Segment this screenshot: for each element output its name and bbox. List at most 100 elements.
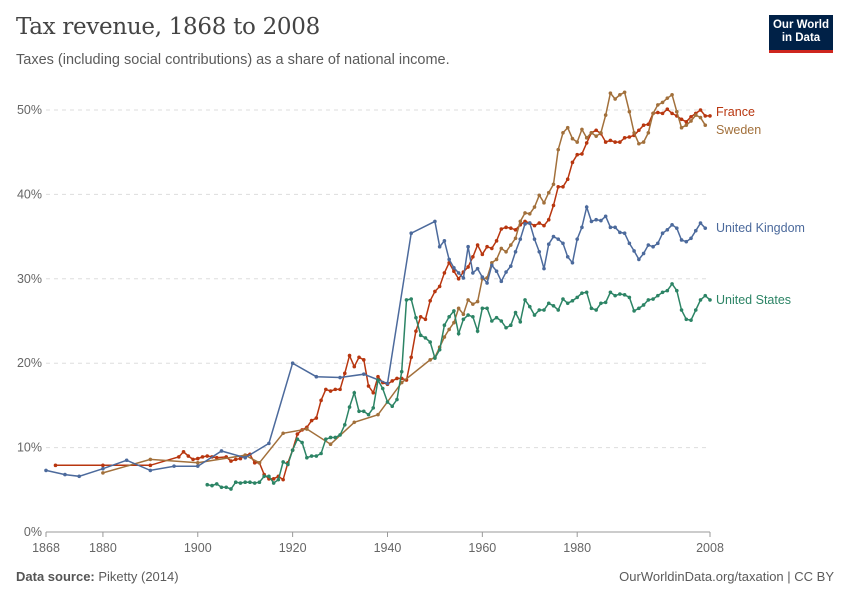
- data-point: [53, 463, 58, 468]
- data-point: [594, 308, 598, 312]
- data-point: [224, 455, 229, 459]
- data-point: [641, 251, 646, 256]
- data-point: [575, 140, 579, 144]
- data-point: [651, 111, 655, 116]
- data-point: [518, 237, 523, 241]
- data-point: [613, 225, 617, 230]
- data-point: [599, 218, 603, 223]
- data-point: [660, 100, 665, 105]
- data-point: [565, 177, 570, 182]
- data-point: [518, 320, 523, 324]
- data-point: [627, 135, 632, 139]
- data-point: [689, 236, 693, 241]
- data-point: [229, 459, 233, 463]
- data-point: [513, 228, 518, 232]
- data-point: [385, 400, 390, 404]
- data-point: [480, 275, 485, 279]
- data-point: [361, 358, 366, 362]
- owid-logo[interactable]: Our World in Data: [769, 15, 833, 53]
- data-point: [646, 122, 651, 127]
- data-point: [632, 133, 636, 138]
- footer-link[interactable]: OurWorldinData.org/taxation | CC BY: [619, 569, 834, 584]
- data-point: [523, 211, 527, 215]
- data-point: [281, 477, 285, 482]
- data-point: [428, 358, 432, 362]
- data-point: [523, 298, 527, 302]
- data-point: [675, 288, 679, 293]
- data-point: [328, 442, 333, 447]
- data-point: [565, 301, 570, 306]
- data-point: [267, 474, 271, 479]
- data-point: [490, 260, 494, 265]
- logo-line-1: Our World: [772, 19, 829, 31]
- data-point: [546, 217, 551, 222]
- data-point: [490, 263, 494, 268]
- y-tick-label: 40%: [17, 187, 42, 201]
- data-point: [461, 276, 466, 280]
- data-point: [561, 185, 565, 189]
- data-point: [466, 265, 470, 269]
- data-point: [461, 312, 466, 317]
- data-point: [513, 310, 518, 315]
- data-point: [513, 236, 518, 241]
- data-point: [599, 130, 603, 135]
- data-point: [475, 329, 480, 333]
- data-point: [437, 347, 442, 352]
- data-point: [670, 282, 674, 286]
- data-point: [698, 221, 703, 225]
- data-point: [494, 257, 499, 262]
- data-point: [233, 457, 238, 462]
- data-point: [314, 416, 319, 420]
- data-point: [670, 222, 674, 227]
- data-point: [466, 244, 470, 249]
- data-point: [527, 221, 532, 225]
- data-point: [589, 130, 594, 135]
- data-point: [646, 130, 651, 135]
- data-point: [646, 298, 651, 302]
- data-point: [475, 266, 480, 271]
- data-point: [580, 127, 584, 132]
- data-point: [651, 297, 655, 301]
- data-point: [437, 284, 442, 289]
- data-point: [452, 320, 456, 325]
- data-point: [670, 93, 674, 97]
- data-point: [660, 231, 665, 236]
- data-point: [456, 271, 461, 275]
- data-point: [181, 450, 186, 454]
- data-point: [290, 361, 295, 366]
- data-point: [537, 249, 542, 254]
- data-point: [570, 136, 575, 141]
- data-point: [485, 281, 489, 285]
- data-point: [575, 295, 579, 300]
- data-point: [314, 374, 319, 379]
- x-tick-label: 1980: [563, 541, 591, 555]
- data-source: Data source: Piketty (2014): [16, 569, 179, 584]
- data-point: [542, 266, 546, 271]
- data-point: [428, 340, 432, 344]
- data-point: [584, 205, 589, 209]
- data-point: [376, 374, 380, 379]
- data-point: [319, 398, 323, 403]
- data-point: [490, 319, 494, 323]
- data-point: [466, 313, 470, 317]
- data-point: [418, 333, 423, 338]
- data-point: [532, 313, 537, 317]
- series-label: United States: [716, 293, 791, 307]
- data-point: [698, 115, 703, 120]
- data-point: [390, 379, 395, 383]
- data-point: [380, 386, 385, 391]
- data-point: [276, 477, 281, 482]
- data-point: [551, 234, 556, 239]
- data-point: [490, 246, 494, 251]
- data-point: [527, 304, 532, 309]
- data-point: [124, 458, 129, 463]
- data-point: [599, 301, 603, 306]
- data-point: [333, 387, 338, 392]
- data-point: [618, 93, 622, 97]
- data-point: [504, 270, 508, 274]
- data-point: [613, 140, 617, 144]
- data-point: [471, 255, 475, 259]
- data-point: [584, 290, 589, 295]
- data-point: [589, 219, 594, 224]
- data-point: [603, 214, 608, 219]
